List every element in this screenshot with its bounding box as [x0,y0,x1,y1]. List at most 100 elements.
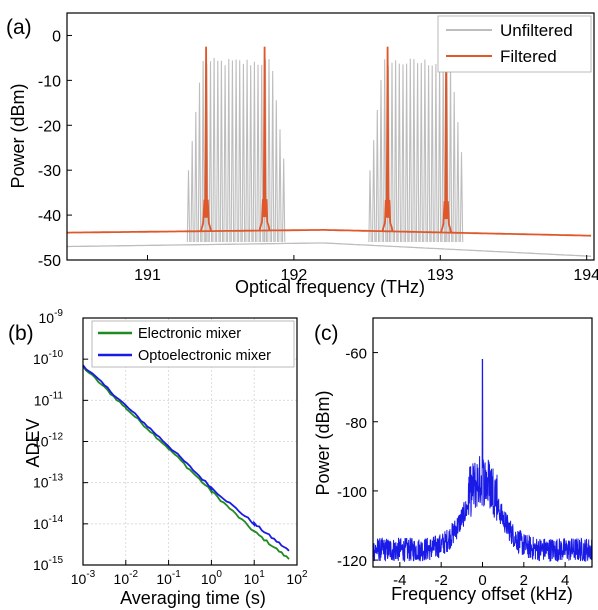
a-x-tick-label-2: 192 [281,267,308,284]
unfiltered-comb-tooth-g1-15 [238,60,242,243]
unfiltered-comb-tooth-g2-17 [426,65,431,243]
panel-b-legend: Electronic mixer Optoelectronic mixer [91,320,295,368]
unfiltered-comb-tooth-g1-26 [278,129,282,243]
unfiltered-comb-tooth-g2-9 [397,63,402,243]
adev-series-2 [82,364,290,552]
a-y-tick-label-5: -40 [38,208,61,225]
a-y-tick-label-3: -20 [38,118,61,135]
panel-c-y-tick-labels: -60 -80 -100 -120 [337,346,378,570]
panel-a-y-axis-label: Power (dBm) [8,83,28,188]
panel-a-plot-area [67,46,592,257]
unfiltered-comb-tooth-g2-5 [382,59,387,243]
unfiltered-comb-tooth-g1-12 [227,58,231,243]
panel-a-x-axis-label: Optical frequency (THz) [235,277,425,297]
unfiltered-comb-tooth-g1-24 [270,70,275,243]
b-x-tick-label-6: 102 [286,569,308,587]
panel-b-adev-chart: (b) 10-3 10-2 10-1 100 101 102 10-9 10-10 10-11… [8,308,308,608]
filtered-floor-line [67,229,592,237]
a-x-tick-label-3: 193 [427,267,454,284]
b-y-tick-label-3: 10-11 [34,390,64,408]
unfiltered-comb-tooth-g2-26 [459,152,464,243]
panel-c-x-axis-label: Frequency offset (kHz) [391,584,573,604]
unfiltered-comb-tooth-g2-18 [430,65,434,243]
unfiltered-comb-tooth-g2-13 [412,59,416,243]
a-x-tick-label-4: 194 [573,267,598,284]
panel-a-x-tick-labels: 191 192 193 194 [134,255,598,284]
panel-c-y-axis-label: Power (dBm) [313,390,333,495]
unfiltered-floor-line [67,242,592,257]
unfiltered-comb-tooth-g2-2 [371,140,376,243]
unfiltered-comb-tooth-g1-4 [197,82,202,243]
a-y-tick-label-2: -10 [38,73,61,90]
panel-a-frame [66,12,595,261]
legend-label-electronic-mixer: Electronic mixer [138,326,241,342]
unfiltered-comb-tooth-g1-14 [234,59,238,243]
panel-label-c: (c) [314,322,339,345]
panel-a-legend: Unfiltered Filtered [437,15,592,73]
c-y-tick-label-2: -80 [345,415,367,432]
unfiltered-comb-tooth-g1-8 [212,57,216,243]
unfiltered-comb-tooth-g2-25 [456,122,460,243]
panel-c-plot-area [372,359,593,562]
c-x-tick-label-5: 4 [561,572,569,589]
b-x-tick-label-1: 10-3 [71,569,96,587]
unfiltered-comb-tooth-g1-16 [241,63,246,243]
unfiltered-comb-tooth-g2-24 [452,91,456,243]
adev-series-1 [82,365,290,560]
unfiltered-comb-tooth-g1-1 [186,170,191,243]
unfiltered-comb-tooth-g1-18 [248,65,253,243]
unfiltered-comb-tooth-g2-7 [390,62,394,243]
panel-a-y-tick-labels: 0 -10 -20 -30 -40 -50 [38,28,72,270]
b-y-tick-label-6: 10-14 [33,514,63,532]
legend-label-unfiltered: Unfiltered [500,21,573,40]
beat-note-spectrum [372,359,593,562]
b-x-tick-label-5: 101 [244,569,266,587]
panel-c-beat-note-chart: (c) -4 -2 0 2 4 -60 -80 -100 -120 Frequency off… [313,317,593,604]
a-y-tick-label-4: -30 [38,163,61,180]
unfiltered-comb-tooth-g2-8 [393,60,398,243]
c-y-tick-label-3: -100 [337,484,367,501]
filtered-line-1 [200,46,213,232]
panel-b-x-tick-labels: 10-3 10-2 10-1 100 101 102 [71,560,308,587]
c-y-tick-label-4: -120 [337,553,367,570]
a-x-tick-label-1: 191 [134,267,161,284]
unfiltered-comb-tooth-g2-1 [368,170,372,243]
b-x-tick-label-2: 10-2 [114,569,139,587]
panel-a-legend-box [437,15,592,73]
unfiltered-comb-tooth-g1-25 [274,100,279,243]
c-x-tick-label-2: -2 [435,572,448,589]
legend-label-optoelectronic-mixer: Optoelectronic mixer [138,348,271,364]
unfiltered-comb-tooth-g1-11 [223,65,227,243]
unfiltered-comb-tooth-g1-5 [201,60,205,243]
unfiltered-comb-tooth-g1-9 [216,60,220,243]
unfiltered-comb-tooth-g2-23 [448,62,453,243]
unfiltered-comb-tooth-g1-2 [190,140,194,243]
unfiltered-comb-tooth-g1-17 [245,59,249,243]
b-x-tick-label-3: 10-1 [156,569,181,587]
b-y-tick-label-1: 10-9 [39,308,64,326]
unfiltered-comb-tooth-g2-4 [379,79,383,243]
unfiltered-comb-tooth-g2-19 [434,63,438,243]
c-x-tick-label-4: 2 [520,572,528,589]
panel-label-a: (a) [6,16,32,39]
unfiltered-comb-tooth-g2-14 [415,63,420,243]
unfiltered-comb-tooth-g1-13 [230,60,235,243]
unfiltered-comb-tooth-g2-15 [419,62,423,243]
unfiltered-comb-tooth-g1-19 [252,61,257,243]
unfiltered-comb-tooth-g2-3 [375,109,380,243]
b-y-tick-label-5: 10-13 [33,473,63,491]
panel-c-x-tick-labels: -4 -2 0 2 4 [393,562,569,589]
panel-label-b: (b) [8,322,34,345]
unfiltered-comb-tooth-g1-23 [267,59,271,243]
legend-label-filtered: Filtered [500,47,557,66]
filtered-line-3 [381,46,394,232]
panel-b-plot-area [82,364,290,560]
panel-b-y-axis-label: ADEV [23,418,43,467]
unfiltered-comb-tooth-g1-10 [219,60,224,243]
panel-a-spectrum-chart: (a) 191 192 193 194 0 -10 -20 -30 -40 -50 Optica… [6,12,598,297]
b-y-tick-label-2: 10-10 [33,349,63,367]
unfiltered-comb-tooth-g2-12 [408,58,413,243]
filtered-line-2 [258,46,271,231]
